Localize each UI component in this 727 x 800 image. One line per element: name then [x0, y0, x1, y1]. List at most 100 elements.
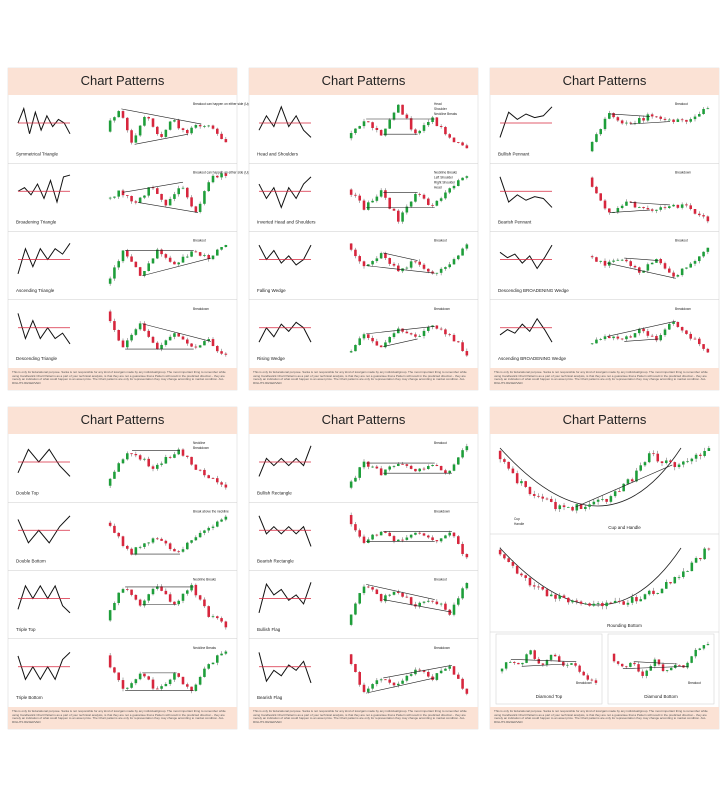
candle [655, 259, 658, 263]
candle [638, 118, 641, 124]
candle [515, 473, 519, 484]
candle [143, 271, 146, 276]
candle [465, 446, 469, 451]
candle [117, 463, 120, 472]
candle [194, 537, 198, 541]
candle [584, 506, 587, 510]
candle [108, 120, 112, 132]
candle [682, 461, 685, 465]
candle [616, 661, 620, 664]
candle [635, 470, 638, 482]
candle [656, 593, 660, 594]
candle [702, 344, 705, 349]
candle [409, 261, 413, 268]
pattern-icon [17, 651, 71, 681]
candle [435, 465, 439, 466]
candle [354, 603, 357, 615]
candle [216, 521, 219, 527]
candle [659, 116, 662, 119]
candle [521, 662, 524, 665]
candle [702, 108, 705, 115]
poster-footer [490, 707, 719, 729]
candle [525, 654, 528, 663]
pattern-name: Diamond Top [536, 694, 563, 699]
candle [349, 133, 353, 139]
candle [130, 334, 133, 341]
disclaimer: This is only for Educational purpose. Sa… [12, 710, 226, 724]
candle [444, 192, 447, 199]
candle [358, 530, 361, 537]
poster-title: Chart Patterns [81, 73, 165, 88]
candle [629, 662, 632, 667]
trend-line [366, 265, 435, 274]
trend-line [609, 209, 651, 213]
candle [181, 449, 185, 456]
pattern-name: Descending Triangle [16, 356, 58, 361]
candle [409, 118, 413, 130]
candle [130, 589, 133, 595]
candle [160, 134, 163, 137]
candle [418, 602, 421, 607]
candle [203, 125, 206, 127]
candle [707, 548, 711, 550]
pattern-icon [17, 174, 71, 204]
candle [618, 491, 621, 493]
candle [173, 549, 176, 552]
candle [448, 334, 451, 336]
pattern-name: Triple Bottom [16, 695, 43, 700]
candle [147, 676, 150, 680]
candle [371, 122, 374, 128]
candle [358, 338, 361, 345]
candle [224, 484, 228, 488]
candle [633, 662, 636, 665]
annotation: Handle [514, 522, 524, 526]
candle [190, 686, 193, 691]
candle [405, 537, 409, 540]
candle [362, 461, 366, 468]
candle [414, 334, 417, 337]
candle [168, 336, 172, 341]
candle [384, 469, 387, 476]
candle [384, 342, 387, 348]
candle [646, 331, 650, 336]
annotation: Breakdown [675, 307, 691, 311]
candle [160, 686, 163, 689]
candle [151, 118, 155, 127]
candle [680, 268, 684, 276]
candle [216, 655, 219, 663]
candle [181, 187, 185, 189]
candle [592, 501, 596, 505]
candle [672, 119, 675, 122]
candle [541, 587, 545, 590]
candle [130, 683, 133, 688]
candle [439, 198, 443, 201]
candle [181, 549, 185, 552]
candle [147, 263, 150, 272]
candle [160, 538, 163, 541]
trend-line [629, 202, 671, 206]
candle [384, 679, 387, 681]
candle [211, 478, 215, 479]
candle [362, 684, 366, 692]
candle [435, 272, 439, 274]
candle [524, 575, 527, 578]
candle [138, 599, 142, 606]
trend-line [366, 325, 435, 335]
poster-title: Chart Patterns [81, 412, 165, 427]
candle [507, 461, 510, 469]
candle [503, 554, 506, 559]
candle [198, 252, 202, 256]
candle [134, 454, 138, 456]
candle [397, 104, 400, 113]
candle [138, 267, 142, 276]
candle [689, 333, 692, 339]
pattern-name: Bearish Flag [257, 695, 283, 700]
candle [397, 539, 400, 542]
candle [418, 130, 421, 134]
candle [706, 247, 710, 252]
candle [173, 120, 176, 122]
candle [633, 333, 637, 338]
candle [220, 246, 223, 250]
candle [668, 323, 671, 330]
candle [384, 128, 387, 136]
